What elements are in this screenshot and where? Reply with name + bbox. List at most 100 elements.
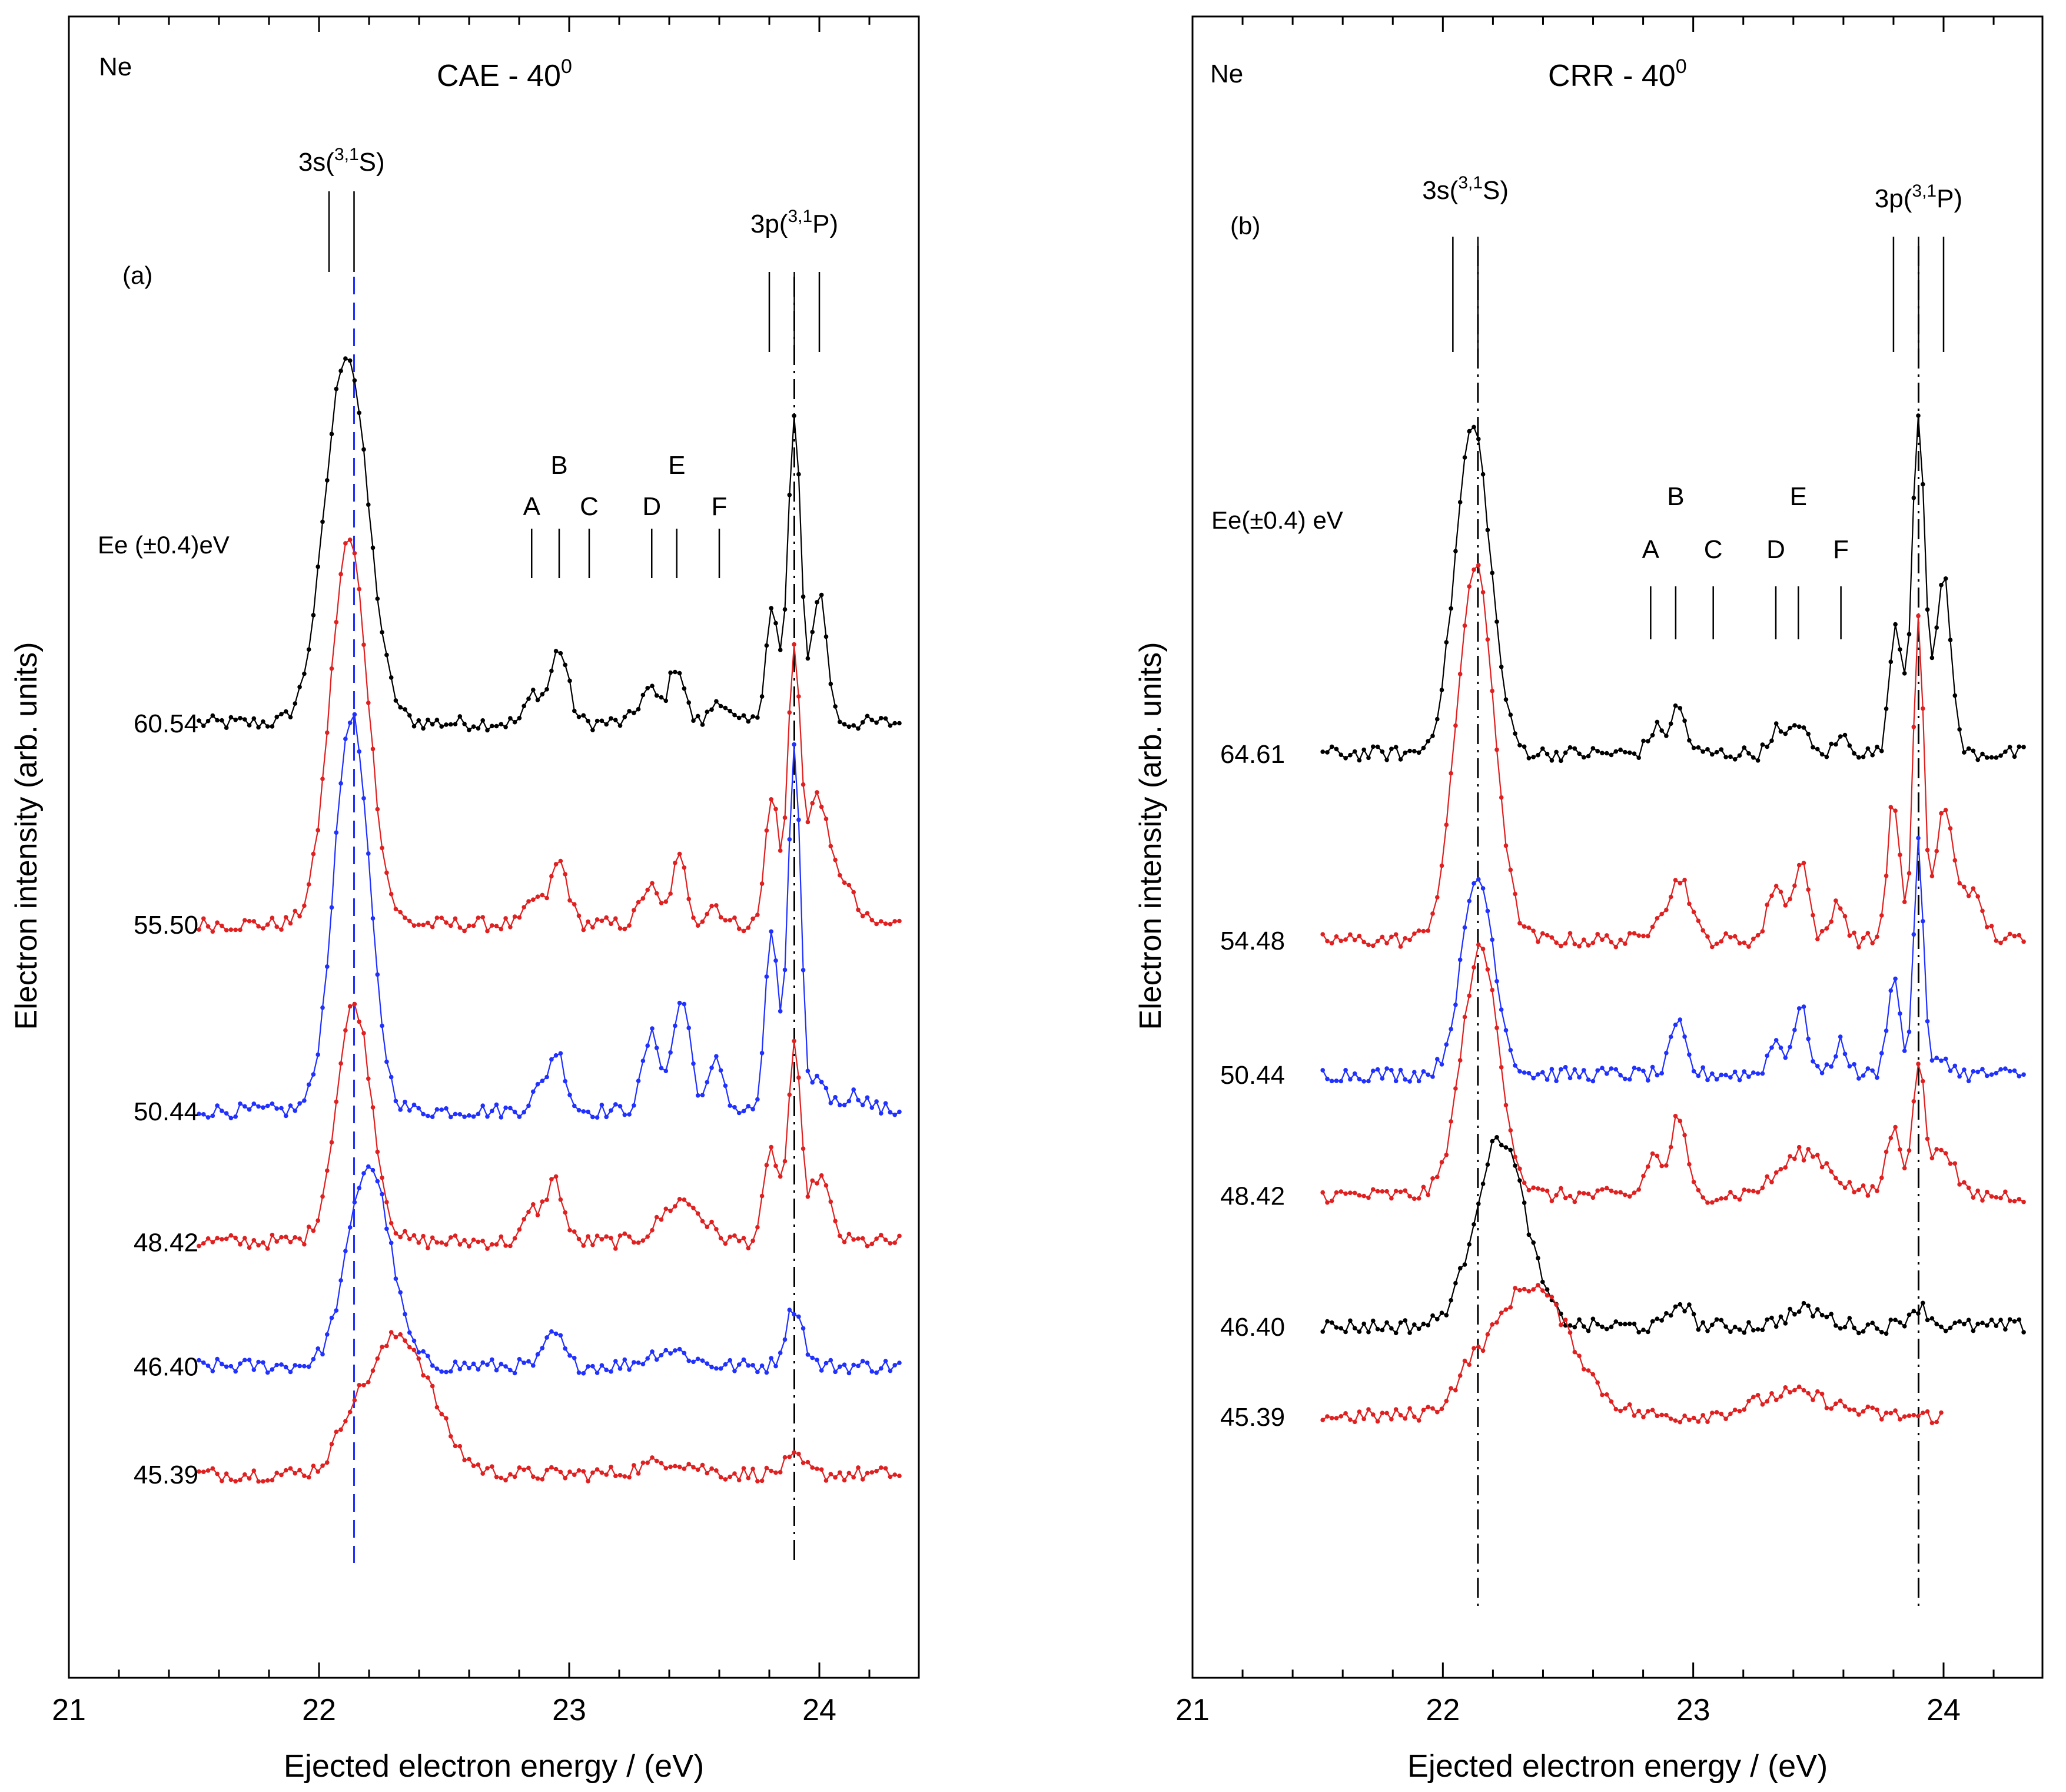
spectrum-point [1384,758,1389,762]
x-axis-tick-labels-b: 21 22 23 24 [1175,1693,1961,1727]
spectrum-point [407,1236,412,1242]
spectrum-point [1627,750,1632,755]
spectrum-point [1906,1148,1912,1153]
spectrum-point [1343,1191,1348,1196]
spectrum-point [888,1110,893,1115]
spectrum-point [1457,500,1463,505]
spectrum-point [1847,1064,1852,1068]
spectrum-point [778,848,783,853]
spectrum-point [645,1043,650,1048]
spectrum-point [1975,1188,1980,1193]
spectrum-point [499,722,504,726]
spectrum-point [334,1308,339,1313]
spectrum-point [421,1233,426,1239]
spectrum-point [869,1470,875,1475]
spectrum-point [1467,584,1472,589]
state-marker-label-sup: 3,1 [334,145,359,164]
spectrum-point [1673,703,1678,708]
spectrum-point [1952,693,1958,698]
spectrum-point [617,1104,623,1109]
spectrum-point [426,1113,430,1119]
spectrum-point [453,916,458,921]
spectrum-point [1348,1077,1353,1082]
spectrum-point [247,1358,252,1362]
spectrum-point [1778,1314,1783,1319]
spectrum-line [198,712,900,1119]
spectrum-point [444,1106,449,1111]
spectrum-point [1472,881,1476,886]
spectrum-point [1998,1067,2003,1072]
spectrum-point [1834,1176,1838,1181]
spectrum-point [1600,1066,1605,1070]
spectrum-point [654,891,659,896]
spectrum-point [1517,1166,1522,1172]
spectrum-point [375,972,380,977]
spectrum-point [654,1214,659,1220]
spectrum-point [1403,750,1408,755]
spectrum-point [526,899,531,904]
spectrum-point [439,915,444,920]
spectrum-point [1636,755,1641,760]
spectrum-point [1746,1320,1751,1325]
spectrum-point [1852,1190,1856,1194]
spectrum-point [746,1246,751,1250]
spectrum-point [796,817,801,822]
spectrum-point [1906,1029,1912,1034]
spectrum-point [1320,1190,1325,1195]
spectrum-point [581,1371,586,1376]
spectrum-point [1380,934,1385,940]
spectrum-point [215,718,220,723]
spectrum-point [243,918,247,922]
spectrum-point [1435,1057,1440,1061]
spectrum-line [1322,563,2024,949]
spectrum-point [782,967,788,973]
spectrum-point [1971,1195,1976,1200]
spectrum-point [380,630,384,635]
spectrum-point [632,1103,636,1108]
spectrum-point [865,714,870,719]
spectrum-point [1751,755,1756,760]
spectrum-point [1567,745,1573,750]
spectrum-point [805,1194,811,1199]
spectrum-point [869,918,875,922]
spectrum-point [622,927,627,931]
spectrum-point [549,1177,554,1182]
spectrum-point [1320,932,1325,937]
spectrum-point [778,1350,783,1355]
spectrum-point [1494,747,1499,752]
spectrum-point [1879,913,1884,918]
spectrum-point [1618,1408,1623,1413]
spectrum-point [888,1474,893,1479]
spectrum-point [380,1192,384,1197]
spectrum-point [1760,1071,1765,1076]
spectrum-point [1650,1064,1655,1070]
spectrum-point [503,1105,508,1110]
spectrum-point [1320,1418,1325,1422]
spectrum-point [1682,1133,1687,1137]
spectrum-point [705,911,710,917]
spectrum-point [1929,1316,1935,1321]
spectrum-point [370,916,376,921]
spectrum-point [1765,1317,1769,1322]
spectrum-point [380,1345,384,1349]
spectrum-point [421,726,426,731]
spectrum-point [325,1460,330,1465]
spectrum-point [1655,1413,1660,1419]
spectrum-point [1348,1417,1353,1422]
spectrum-point [1879,1175,1884,1180]
panel-title-b: CRR - 400 [1548,55,1687,93]
spectrum-point [897,1474,902,1478]
spectrum-point [1632,1066,1637,1070]
spectrum-point [1472,567,1476,572]
spectrum-point [700,1358,705,1363]
spectrum-point [531,688,536,692]
spectrum-point [792,1312,796,1317]
spectrum-point [732,1471,737,1476]
spectrum-point [1572,746,1577,751]
spectrum-point [1902,1414,1907,1419]
spectrum-point [759,1478,765,1484]
spectrum-point [1796,1384,1802,1389]
spectrum-point [526,1465,531,1471]
spectrum-point [1861,1329,1866,1334]
spectrum-point [691,1206,696,1210]
